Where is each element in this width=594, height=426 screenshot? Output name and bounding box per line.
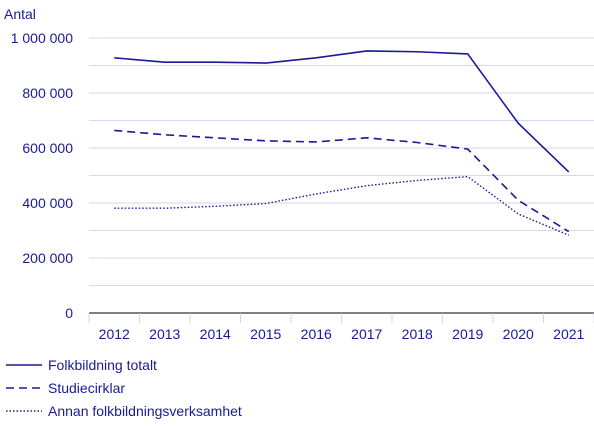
x-tick-label: 2018 [402,326,433,342]
x-tick-label: 2021 [553,326,584,342]
legend-label: Annan folkbildningsverksamhet [48,403,242,419]
x-tick-label: 2020 [503,326,534,342]
gridlines [88,37,594,323]
x-tick-label: 2012 [99,326,130,342]
x-tick-label: 2016 [301,326,332,342]
y-tick-label: 200 000 [22,250,73,266]
x-tick-label: 2013 [149,326,180,342]
x-tick-label: 2019 [452,326,483,342]
series-line-dotted [114,175,570,236]
x-tick-label: 2017 [351,326,382,342]
y-tick-label: 0 [65,305,73,321]
series-line-dashed [114,129,570,233]
legend-label: Folkbildning totalt [48,357,157,373]
y-tick-label: 600 000 [22,140,73,156]
y-axis-title: Antal [4,6,36,22]
y-tick-label: 400 000 [22,195,73,211]
x-tick-labels: 2012 2013 2014 2015 2016 2017 2018 2019 2020 2021 [99,326,585,342]
x-tick-label: 2015 [250,326,281,342]
y-tick-label: 800 000 [22,85,73,101]
y-tick-label: 1 000 000 [11,30,73,46]
x-tick-label: 2014 [200,326,231,342]
legend-label: Studiecirklar [48,380,125,396]
series-line-solid [114,50,570,173]
legend: Folkbildning totalt Studiecirklar Annan fo… [6,357,242,419]
y-tick-labels: 0 200 000 400 000 600 000 800 000 1 000 000 [11,30,74,321]
series-lines [114,50,570,236]
